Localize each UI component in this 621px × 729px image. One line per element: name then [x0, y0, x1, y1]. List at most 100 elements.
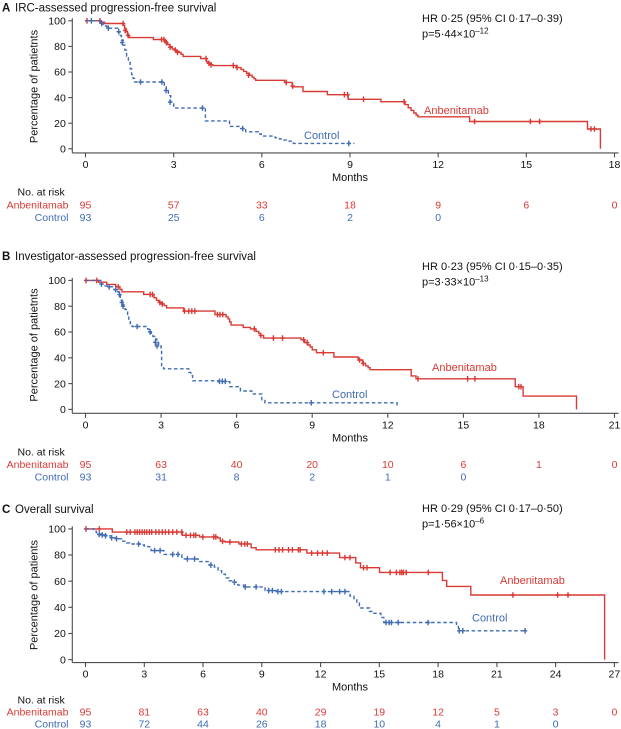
svg-text:No. at risk: No. at risk — [18, 187, 66, 199]
svg-text:0: 0 — [435, 212, 441, 224]
svg-text:0: 0 — [83, 159, 89, 171]
svg-text:0: 0 — [60, 144, 66, 156]
svg-text:12: 12 — [432, 707, 444, 719]
svg-text:12: 12 — [432, 159, 444, 171]
svg-text:93: 93 — [80, 212, 92, 224]
svg-text:12: 12 — [382, 419, 394, 431]
svg-text:81: 81 — [138, 707, 150, 719]
svg-text:93: 93 — [80, 719, 92, 729]
svg-text:80: 80 — [54, 41, 66, 53]
svg-text:100: 100 — [48, 16, 66, 28]
svg-text:No. at risk: No. at risk — [18, 447, 66, 459]
svg-text:3: 3 — [158, 419, 164, 431]
svg-text:40: 40 — [231, 459, 243, 471]
svg-text:15: 15 — [520, 159, 532, 171]
svg-text:72: 72 — [138, 719, 150, 729]
svg-text:Overall survival: Overall survival — [15, 504, 94, 516]
svg-text:3: 3 — [171, 159, 177, 171]
svg-text:40: 40 — [54, 92, 66, 104]
svg-text:21: 21 — [609, 419, 621, 431]
svg-text:IRC-assessed progression-free: IRC-assessed progression-free survival — [15, 3, 216, 15]
svg-text:18: 18 — [315, 719, 327, 729]
svg-text:Control: Control — [35, 212, 69, 224]
svg-text:63: 63 — [197, 707, 209, 719]
svg-text:6: 6 — [259, 159, 265, 171]
svg-text:9: 9 — [309, 419, 315, 431]
svg-text:10: 10 — [373, 719, 385, 729]
svg-text:20: 20 — [54, 378, 66, 390]
svg-text:3: 3 — [553, 707, 559, 719]
svg-text:0: 0 — [60, 404, 66, 416]
svg-text:8: 8 — [234, 472, 240, 484]
svg-text:57: 57 — [168, 200, 180, 212]
svg-text:0: 0 — [83, 669, 89, 681]
svg-text:95: 95 — [80, 200, 92, 212]
svg-text:60: 60 — [54, 327, 66, 339]
svg-text:63: 63 — [155, 459, 167, 471]
svg-text:93: 93 — [80, 472, 92, 484]
svg-text:Anbenitamab: Anbenitamab — [7, 459, 69, 471]
svg-text:15: 15 — [458, 419, 470, 431]
svg-text:1: 1 — [536, 459, 542, 471]
svg-text:95: 95 — [80, 459, 92, 471]
svg-text:2: 2 — [309, 472, 315, 484]
svg-text:20: 20 — [54, 628, 66, 640]
svg-text:1: 1 — [385, 472, 391, 484]
svg-text:Percentage of patietnts: Percentage of patietnts — [29, 288, 41, 402]
svg-text:Control: Control — [472, 613, 507, 625]
svg-text:25: 25 — [168, 212, 180, 224]
svg-text:20: 20 — [306, 459, 318, 471]
svg-text:9: 9 — [347, 159, 353, 171]
svg-text:6: 6 — [460, 459, 466, 471]
svg-text:Anbenitamab: Anbenitamab — [500, 575, 565, 587]
svg-text:No. at risk: No. at risk — [18, 695, 66, 707]
svg-text:26: 26 — [256, 719, 268, 729]
svg-text:100: 100 — [48, 524, 66, 536]
svg-text:0: 0 — [83, 419, 89, 431]
svg-text:HR 0·25 (95% CI 0·17–0·39): HR 0·25 (95% CI 0·17–0·39) — [422, 13, 563, 25]
svg-text:2: 2 — [347, 212, 353, 224]
svg-text:3: 3 — [141, 669, 147, 681]
svg-text:0: 0 — [612, 200, 618, 212]
svg-text:Anbenitamab: Anbenitamab — [7, 200, 69, 212]
svg-text:10: 10 — [382, 459, 394, 471]
svg-text:HR 0·23 (95% CI 0·15–0·35): HR 0·23 (95% CI 0·15–0·35) — [422, 261, 563, 273]
svg-text:21: 21 — [491, 669, 503, 681]
svg-text:Control: Control — [304, 130, 339, 142]
svg-text:6: 6 — [200, 669, 206, 681]
svg-text:Control: Control — [35, 719, 69, 729]
svg-text:Anbenitamab: Anbenitamab — [432, 362, 497, 374]
svg-text:HR 0·29 (95% CI 0·17–0·50): HR 0·29 (95% CI 0·17–0·50) — [422, 503, 563, 515]
svg-text:0: 0 — [553, 719, 559, 729]
svg-text:44: 44 — [197, 719, 209, 729]
svg-text:12: 12 — [315, 669, 327, 681]
svg-text:31: 31 — [155, 472, 167, 484]
svg-text:0: 0 — [60, 654, 66, 666]
svg-text:18: 18 — [533, 419, 545, 431]
svg-text:80: 80 — [54, 301, 66, 313]
svg-text:60: 60 — [54, 576, 66, 588]
svg-text:Anbenitamab: Anbenitamab — [7, 707, 69, 719]
svg-text:9: 9 — [435, 200, 441, 212]
svg-text:0: 0 — [611, 707, 617, 719]
svg-text:27: 27 — [609, 669, 621, 681]
svg-text:C: C — [2, 504, 10, 516]
svg-text:18: 18 — [432, 669, 444, 681]
svg-text:95: 95 — [80, 707, 92, 719]
svg-text:B: B — [2, 251, 10, 263]
svg-text:100: 100 — [48, 275, 66, 287]
svg-text:19: 19 — [373, 707, 385, 719]
svg-text:p=1·56×10–6: p=1·56×10–6 — [422, 517, 485, 531]
svg-text:15: 15 — [373, 669, 385, 681]
svg-text:Months: Months — [332, 433, 369, 445]
svg-text:6: 6 — [259, 212, 265, 224]
svg-text:p=5·44×10–12: p=5·44×10–12 — [422, 27, 489, 41]
svg-text:A: A — [2, 3, 10, 15]
svg-text:18: 18 — [344, 200, 356, 212]
svg-text:40: 40 — [54, 353, 66, 365]
svg-text:6: 6 — [523, 200, 529, 212]
svg-text:4: 4 — [435, 719, 441, 729]
svg-text:40: 40 — [54, 602, 66, 614]
svg-text:Control: Control — [332, 389, 367, 401]
svg-text:6: 6 — [234, 419, 240, 431]
